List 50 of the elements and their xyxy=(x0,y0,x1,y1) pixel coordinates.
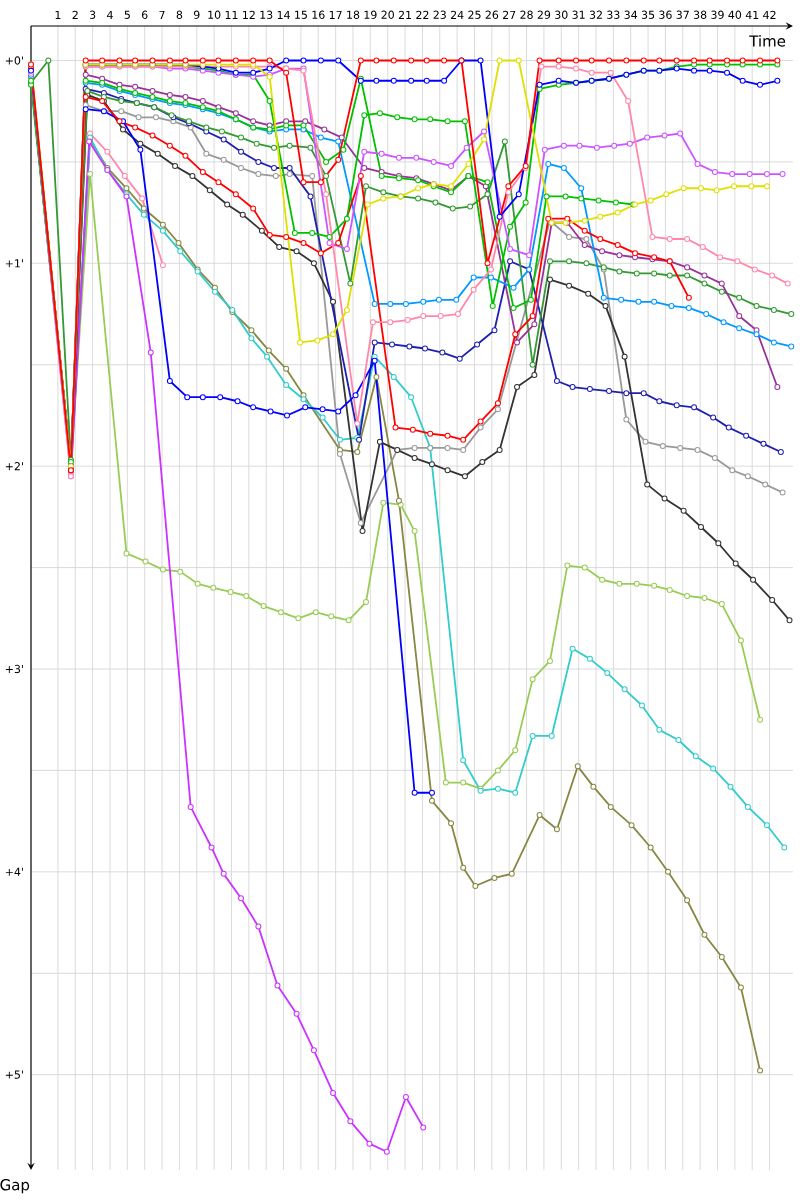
y-tick-label: +0' xyxy=(5,56,23,65)
x-tick-label: 3 xyxy=(89,10,96,19)
x-tick-label: 41 xyxy=(745,10,759,19)
x-tick-label: 32 xyxy=(589,10,602,19)
x-tick-label: 36 xyxy=(659,10,672,19)
x-tick-label: 23 xyxy=(433,10,446,19)
x-tick-label: 1 xyxy=(55,10,61,19)
x-axis-title: Time xyxy=(749,35,786,47)
x-tick-label: 12 xyxy=(243,10,255,19)
x-tick-label: 10 xyxy=(208,10,221,19)
y-tick-label: +2' xyxy=(5,462,23,471)
y-tick-label: +1' xyxy=(5,259,23,268)
x-tick-label: 37 xyxy=(676,10,689,19)
x-tick-label: 7 xyxy=(159,10,165,19)
x-tick-label: 31 xyxy=(572,10,585,19)
y-axis-title: Gap xyxy=(0,1179,30,1194)
x-tick-label: 17 xyxy=(329,10,342,19)
x-tick-label: 9 xyxy=(193,10,200,19)
x-tick-label: 40 xyxy=(728,10,742,19)
x-tick-label: 34 xyxy=(624,10,638,19)
x-tick-label: 27 xyxy=(503,10,516,19)
y-tick-label: +5' xyxy=(5,1070,23,1079)
x-tick-label: 19 xyxy=(364,10,377,19)
x-tick-label: 29 xyxy=(537,10,551,19)
x-tick-label: 13 xyxy=(260,10,273,19)
x-tick-label: 21 xyxy=(398,10,412,19)
x-tick-label: 30 xyxy=(555,10,568,19)
x-tick-label: 11 xyxy=(225,10,238,19)
x-tick-label: 2 xyxy=(72,10,78,19)
x-tick-label: 14 xyxy=(277,10,290,19)
x-tick-label: 18 xyxy=(347,10,360,19)
x-tick-label: 26 xyxy=(485,10,499,19)
x-tick-label: 42 xyxy=(763,10,776,19)
x-tick-label: 38 xyxy=(693,10,707,19)
x-tick-label: 22 xyxy=(416,10,429,19)
x-tick-label: 6 xyxy=(141,10,148,19)
x-tick-label: 28 xyxy=(520,10,533,19)
y-tick-label: +4' xyxy=(5,867,23,876)
x-tick-label: 5 xyxy=(124,10,130,19)
x-tick-label: 33 xyxy=(607,10,620,19)
x-tick-label: 35 xyxy=(641,10,655,19)
x-tick-label: 16 xyxy=(312,10,325,19)
x-tick-label: 25 xyxy=(468,10,481,19)
x-tick-label: 15 xyxy=(295,10,307,19)
x-tick-label: 24 xyxy=(450,10,464,19)
x-tick-label: 20 xyxy=(381,10,394,19)
x-tick-label: 8 xyxy=(176,10,183,19)
x-tick-label: 4 xyxy=(107,10,113,19)
y-tick-label: +3' xyxy=(5,664,23,674)
x-tick-label: 39 xyxy=(711,10,724,19)
